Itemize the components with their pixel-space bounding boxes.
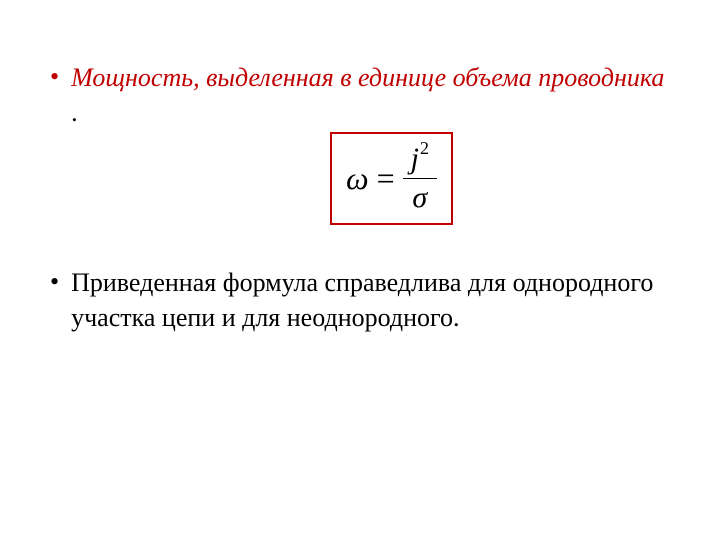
bullet-item-2: • Приведенная формула справедлива для од… — [50, 265, 670, 335]
j-variable: j — [411, 142, 419, 176]
equals-sign: = — [377, 160, 395, 197]
formula-box: ω = j 2 σ — [330, 132, 453, 225]
bullet-item-1: • Мощность, выделенная в единице объема … — [50, 60, 670, 130]
bullet-marker-2: • — [50, 265, 59, 299]
denominator: σ — [412, 179, 427, 215]
formula: ω = j 2 σ — [346, 142, 437, 215]
bullet-marker-1: • — [50, 60, 59, 94]
italic-red-text: Мощность, выделенная в единице объема пр… — [71, 63, 664, 92]
fraction: j 2 σ — [403, 142, 437, 215]
omega-symbol: ω — [346, 160, 369, 197]
period: . — [71, 98, 78, 127]
numerator: j 2 — [403, 142, 437, 179]
exponent: 2 — [420, 138, 429, 159]
text-content-2: Приведенная формула справедлива для одно… — [71, 265, 670, 335]
text-content-1: Мощность, выделенная в единице объема пр… — [71, 60, 670, 130]
